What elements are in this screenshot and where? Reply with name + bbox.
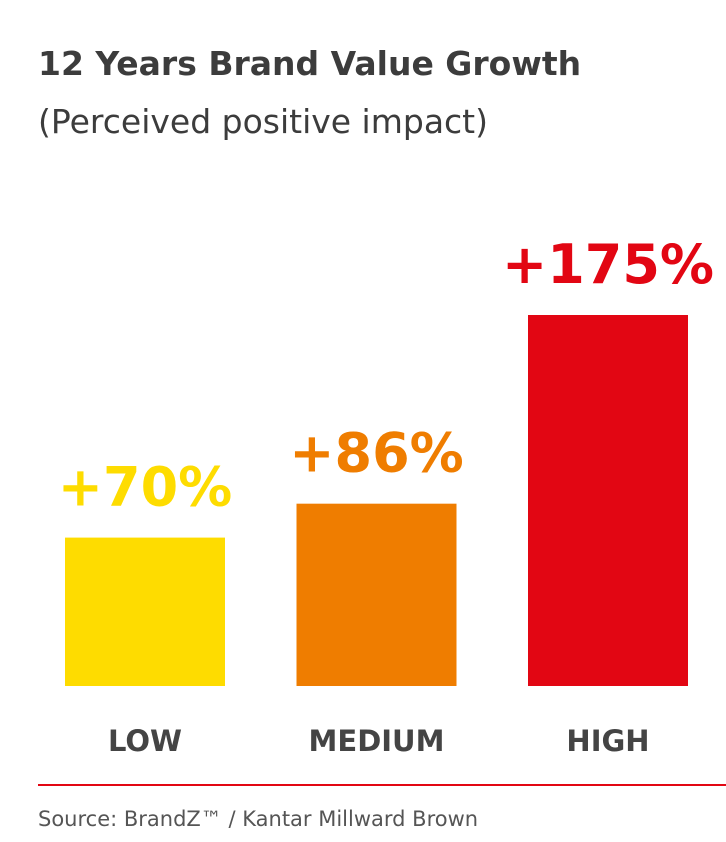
bar: [528, 315, 688, 686]
value-label: +70%: [58, 456, 233, 519]
chart-subtitle: (Perceived positive impact): [38, 102, 488, 141]
value-label: +175%: [502, 233, 714, 296]
x-tick-label: MEDIUM: [309, 724, 445, 758]
chart-title: 12 Years Brand Value Growth: [38, 44, 581, 83]
source-note: Source: BrandZ™ / Kantar Millward Brown: [38, 807, 478, 831]
value-label: +86%: [289, 422, 464, 485]
x-tick-label: HIGH: [566, 724, 649, 758]
bar: [296, 503, 457, 686]
x-tick-label: LOW: [108, 724, 182, 758]
bar: [65, 537, 225, 686]
